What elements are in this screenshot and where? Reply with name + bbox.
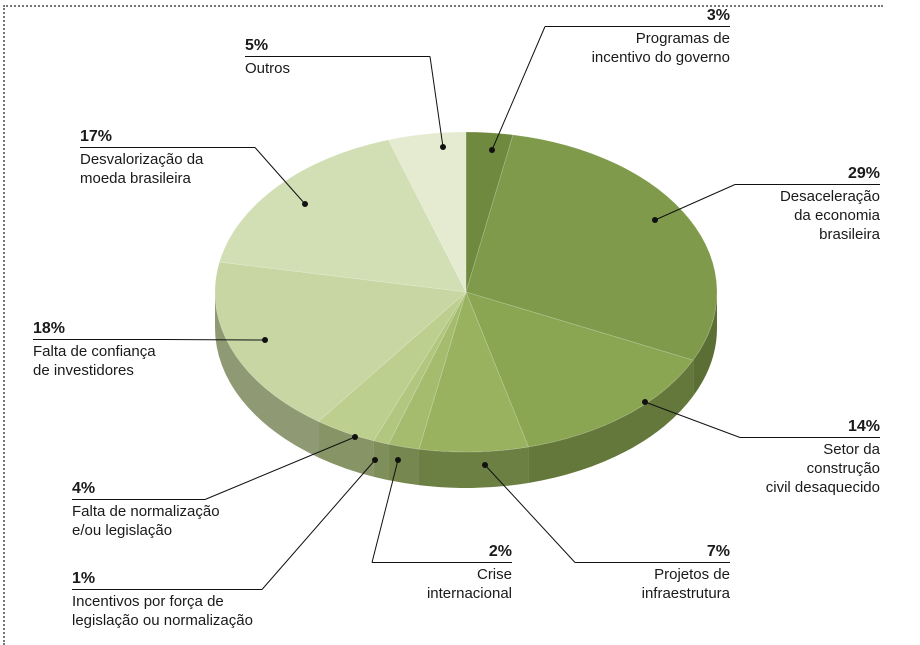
slice-label: 17% Desvalorização da moeda brasileira (80, 128, 255, 188)
leader-line (654, 184, 736, 221)
slice-side (418, 446, 529, 488)
slice-label: 1% Incentivos por força de legislação ou … (72, 570, 262, 630)
slice-label: 3% Programas de incentivo do governo (545, 7, 730, 67)
leader-dot (482, 462, 488, 468)
slice-label: 7% Projetos de infraestrutura (575, 543, 730, 603)
slice-side (373, 440, 389, 481)
category-label: Outros (245, 60, 291, 77)
slice-side (693, 292, 717, 397)
leader-dot (642, 399, 648, 405)
leader-dot (395, 457, 401, 463)
slice-side (318, 421, 374, 477)
slice (465, 131, 514, 293)
leader-line (484, 464, 576, 563)
slice-label: 18% Falta de confiança de investidores (33, 320, 165, 380)
slice (373, 291, 467, 445)
leader-dot (302, 201, 308, 207)
category-label: Crise internacional (426, 566, 512, 602)
category-label: Falta de normalização e/ou legislação (72, 503, 220, 539)
value-label: 3% (545, 7, 730, 27)
leader-line (491, 26, 546, 151)
category-label: Falta de confiança de investidores (33, 343, 156, 379)
category-label: Programas de incentivo do governo (591, 30, 730, 66)
leader-line (254, 147, 306, 205)
slice-label: 14% Setor da construção civil desaquecido (740, 418, 880, 497)
slice (219, 139, 467, 293)
value-label: 14% (740, 418, 880, 438)
leader-line (429, 56, 444, 148)
category-label: Incentivos por força de legislação ou no… (72, 593, 253, 629)
slice-side (388, 444, 419, 486)
category-label: Projetos de infraestrutura (641, 566, 730, 602)
category-label: Setor da construção civil desaquecido (765, 441, 880, 496)
slice (317, 291, 467, 442)
slice-label: 4% Falta de normalização e/ou legislação (72, 480, 220, 540)
slice (387, 291, 467, 450)
slice (387, 131, 467, 293)
slice-side (215, 292, 319, 458)
leader-line (644, 401, 741, 438)
slice-label: 29% Desaceleração da economia brasileira (735, 165, 880, 244)
value-label: 1% (72, 570, 262, 590)
leader-dot (262, 337, 268, 343)
value-label: 29% (735, 165, 880, 185)
leader-line (164, 339, 266, 341)
value-label: 18% (33, 320, 165, 340)
leader-dot (440, 144, 446, 150)
leader-dot (352, 434, 358, 440)
leader-dot (372, 457, 378, 463)
slice (418, 291, 529, 453)
leader-dot (652, 217, 658, 223)
slice-side (528, 360, 694, 483)
slice (465, 134, 718, 361)
slice-label: 5% Outros (245, 37, 430, 78)
slice-label: 2% Crise internacional (372, 543, 512, 603)
category-label: Desaceleração da economia brasileira (779, 188, 880, 243)
leader-dot (489, 147, 495, 153)
value-label: 2% (372, 543, 512, 563)
leader-line (261, 459, 376, 590)
value-label: 17% (80, 128, 255, 148)
slice (214, 261, 467, 422)
frame (3, 5, 883, 645)
leader-line (371, 459, 399, 563)
leader-line (204, 436, 356, 500)
slice (465, 291, 694, 448)
category-label: Desvalorização da moeda brasileira (80, 151, 204, 187)
value-label: 4% (72, 480, 205, 500)
value-label: 5% (245, 37, 430, 57)
value-label: 7% (575, 543, 730, 563)
